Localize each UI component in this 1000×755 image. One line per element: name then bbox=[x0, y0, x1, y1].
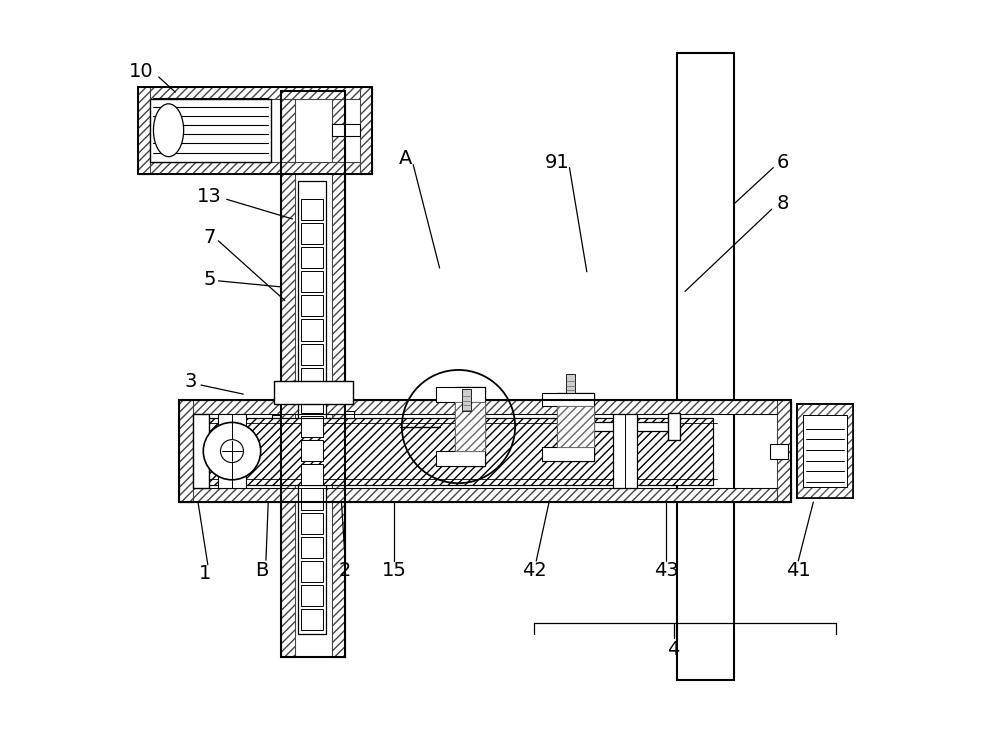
Bar bbox=[138, 87, 150, 174]
Bar bbox=[436, 387, 485, 402]
Bar bbox=[138, 162, 372, 174]
Text: 91: 91 bbox=[544, 153, 569, 172]
Bar bbox=[557, 393, 594, 461]
Text: 5: 5 bbox=[203, 270, 216, 289]
Text: 15: 15 bbox=[382, 560, 407, 580]
Bar bbox=[332, 91, 345, 657]
Bar bbox=[301, 319, 323, 341]
Circle shape bbox=[220, 439, 243, 463]
Bar bbox=[462, 389, 471, 411]
Bar bbox=[301, 609, 323, 630]
Bar bbox=[301, 440, 323, 461]
Bar bbox=[613, 414, 637, 488]
Bar bbox=[301, 368, 323, 389]
Text: 2: 2 bbox=[339, 560, 351, 580]
Bar bbox=[179, 488, 791, 502]
Text: A: A bbox=[399, 149, 412, 168]
Bar bbox=[668, 413, 680, 440]
Bar bbox=[542, 393, 594, 406]
Bar bbox=[179, 488, 791, 502]
Bar bbox=[777, 400, 791, 502]
Bar bbox=[301, 488, 323, 510]
Text: 8: 8 bbox=[777, 194, 789, 214]
Text: 43: 43 bbox=[654, 560, 678, 580]
Bar bbox=[204, 418, 713, 485]
Bar bbox=[797, 404, 853, 498]
Bar bbox=[179, 400, 791, 502]
Bar bbox=[797, 404, 853, 498]
Bar bbox=[179, 400, 791, 414]
Bar bbox=[298, 181, 326, 634]
Bar bbox=[272, 415, 281, 438]
Bar bbox=[301, 247, 323, 268]
Bar bbox=[345, 411, 354, 442]
Bar bbox=[360, 87, 372, 174]
Bar bbox=[301, 295, 323, 316]
Text: 42: 42 bbox=[522, 560, 546, 580]
Bar bbox=[138, 162, 372, 174]
Bar bbox=[301, 561, 323, 582]
Ellipse shape bbox=[153, 103, 184, 156]
Bar bbox=[566, 374, 575, 393]
Bar bbox=[557, 406, 594, 447]
Bar bbox=[138, 87, 150, 174]
Bar bbox=[542, 447, 594, 461]
Bar bbox=[803, 415, 847, 487]
Bar bbox=[345, 420, 440, 433]
Bar bbox=[281, 91, 295, 657]
Circle shape bbox=[203, 422, 261, 480]
Bar bbox=[150, 99, 271, 162]
Bar bbox=[594, 422, 677, 431]
Bar bbox=[770, 443, 788, 458]
Bar bbox=[301, 513, 323, 534]
Bar bbox=[777, 400, 791, 502]
Bar bbox=[138, 87, 372, 99]
Bar bbox=[455, 402, 485, 451]
Text: 7: 7 bbox=[203, 228, 216, 248]
Bar bbox=[301, 199, 323, 220]
Text: 10: 10 bbox=[129, 62, 154, 82]
Text: 4: 4 bbox=[667, 639, 680, 659]
Bar bbox=[301, 585, 323, 606]
Bar bbox=[455, 387, 485, 466]
Text: 3: 3 bbox=[184, 371, 197, 391]
Bar bbox=[179, 400, 193, 502]
Bar bbox=[204, 418, 713, 485]
Text: 41: 41 bbox=[786, 560, 811, 580]
Bar bbox=[301, 537, 323, 558]
Bar bbox=[332, 124, 360, 136]
Bar bbox=[204, 418, 713, 485]
Bar bbox=[797, 404, 853, 498]
Bar bbox=[274, 381, 353, 404]
Text: 1: 1 bbox=[199, 564, 212, 584]
Bar bbox=[455, 402, 485, 451]
Bar bbox=[360, 87, 372, 174]
Bar bbox=[797, 404, 853, 498]
Bar bbox=[138, 87, 372, 99]
Bar bbox=[138, 87, 372, 174]
Text: 6: 6 bbox=[777, 153, 789, 172]
Bar bbox=[436, 451, 485, 466]
Text: B: B bbox=[255, 560, 269, 580]
Text: 13: 13 bbox=[197, 186, 222, 206]
Bar bbox=[301, 392, 323, 413]
Bar bbox=[218, 414, 246, 488]
Bar bbox=[301, 344, 323, 365]
Bar bbox=[179, 400, 193, 502]
Bar bbox=[557, 406, 594, 447]
Bar bbox=[301, 271, 323, 292]
Bar bbox=[193, 414, 209, 488]
Bar bbox=[677, 53, 734, 680]
Bar bbox=[301, 416, 323, 437]
Bar bbox=[332, 91, 345, 657]
Bar bbox=[179, 400, 791, 414]
Bar bbox=[301, 223, 323, 244]
Bar bbox=[281, 91, 345, 657]
Bar bbox=[301, 464, 323, 485]
Bar bbox=[281, 91, 295, 657]
